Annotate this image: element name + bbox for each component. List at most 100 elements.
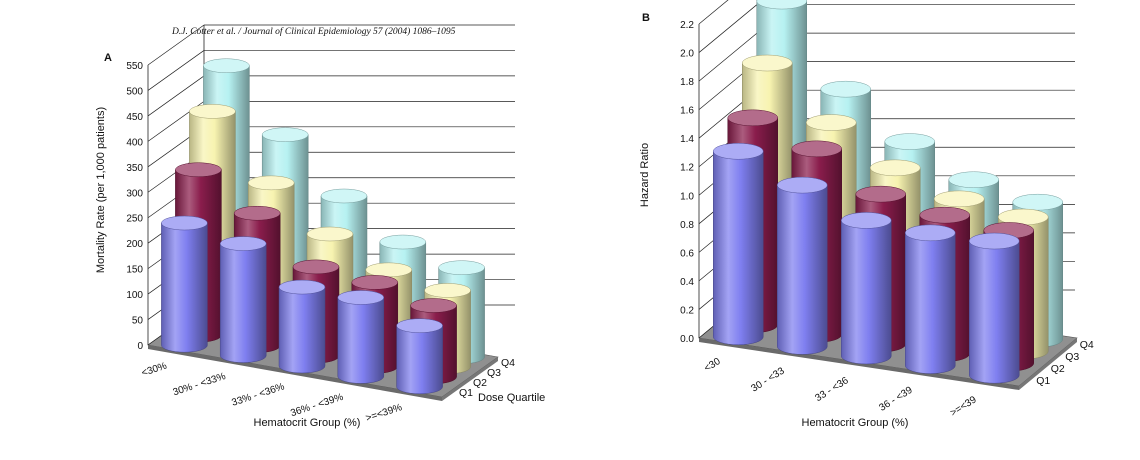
bar-top [175,162,222,177]
x-axis-title: Hematocrit Group (%) [802,417,909,429]
y-tick-label: 0.8 [680,220,694,231]
y-tick-label: 150 [126,265,143,276]
x-tick-label: >=<39% [364,402,403,424]
series-label: Q1 [1036,375,1050,387]
y-tick-label: 0.2 [680,305,694,316]
gridline-side [698,4,758,53]
bar-q1-2 [219,236,267,363]
bar-top [247,175,295,191]
x-tick-label: 36 - <39 [877,385,915,414]
series-label: Q2 [1051,363,1065,375]
y-tick-label: 2.2 [680,20,694,31]
bar-top [189,104,236,119]
x-tick-label: 30 - <33 [749,365,787,394]
panel-label: B [642,12,650,24]
x-tick-label: <30% [140,361,168,379]
bar-top [713,143,764,160]
bar-top [777,176,828,194]
bar-top [820,80,871,98]
bar-top [756,0,807,10]
bar-q1-3 [278,279,326,374]
series-label: Q1 [459,387,473,399]
bar-top [742,54,793,72]
chart-floor-edge [1019,338,1077,390]
chart-floor-edge [148,345,442,401]
bar-top [727,109,778,127]
series-label: Q3 [487,367,501,379]
y-axis-title: Mortality Rate (per 1,000 patients) [95,107,107,273]
bar-top [233,205,281,221]
bar-q1-2 [777,176,828,355]
y-tick-label: 0.4 [680,277,694,288]
y-tick-label: 50 [132,316,144,327]
bar-top [791,140,842,158]
gridline-side [147,24,205,66]
panel-label: A [104,52,112,64]
gridline-side [147,50,205,91]
bar-top [365,262,413,278]
depth-axis-title: Dose Quartile [478,392,545,404]
y-tick-label: 0 [137,341,143,352]
y-tick-label: 1.8 [680,77,694,88]
x-tick-label: 36% - <39% [289,392,345,419]
bar-top [278,279,326,295]
bar-body [396,325,443,395]
bar-top [351,275,399,290]
y-tick-label: 1.4 [680,134,694,145]
bar-q1-4 [337,290,385,384]
series-label: Q4 [1080,339,1094,351]
y-tick-label: 2.0 [680,49,694,60]
bar-top [1012,193,1063,211]
y-tick-label: 250 [126,214,143,225]
bar-body [841,220,892,365]
bar-body [777,184,828,355]
y-tick-label: 450 [126,112,143,123]
x-tick-label: 30% - <33% [172,371,228,398]
x-tick-label: >=<39 [948,394,978,419]
y-tick-label: 1.2 [680,163,694,174]
series-label: Q4 [501,357,515,369]
y-tick-label: 400 [126,137,143,148]
bar-top [396,318,443,333]
bar-top [884,133,935,150]
series-label: Q2 [473,377,487,389]
chart-panel-b: B 0.0 0.2 0.4 0.6 0.8 1.0 1.2 1.4 1.6 1.8 2.0 2.2 <30… [639,0,1094,429]
y-tick-label: 0.6 [680,248,694,259]
bar-top [292,259,340,275]
bar-top [337,290,385,305]
bar-top [261,127,309,142]
y-tick-label: 300 [126,188,143,199]
bar-top [219,236,267,251]
bar-top [320,188,368,204]
bar-q1-4 [905,224,956,374]
y-tick-label: 100 [126,290,143,301]
y-tick-label: 200 [126,239,143,250]
bar-top [424,283,471,298]
y-axis-title: Hazard Ratio [639,143,651,207]
bar-body [969,240,1020,384]
gridline-side [698,0,729,25]
bar-body [278,286,326,374]
x-tick-label: <30 [702,356,723,375]
bar-top [438,260,485,275]
bar-top [379,234,427,250]
y-tick-label: 500 [126,86,143,97]
x-tick-label: 33 - <36 [813,375,851,404]
bar-body [161,222,208,353]
bar-top [855,185,906,203]
gridline-side [698,32,758,82]
journal-citation: D.J. Cotter et al. / Journal of Clinical… [172,27,456,37]
bar-top [948,171,999,188]
bar-q1-5 [969,232,1020,384]
x-axis-title: Hematocrit Group (%) [254,417,361,429]
bar-body [905,232,956,374]
series-label: Q3 [1065,351,1079,363]
bar-top [410,298,457,313]
bar-top [203,58,250,73]
chart-floor-edge [442,357,498,401]
bar-top [905,224,956,242]
bar-body [219,243,267,363]
gridline-side [147,75,205,117]
